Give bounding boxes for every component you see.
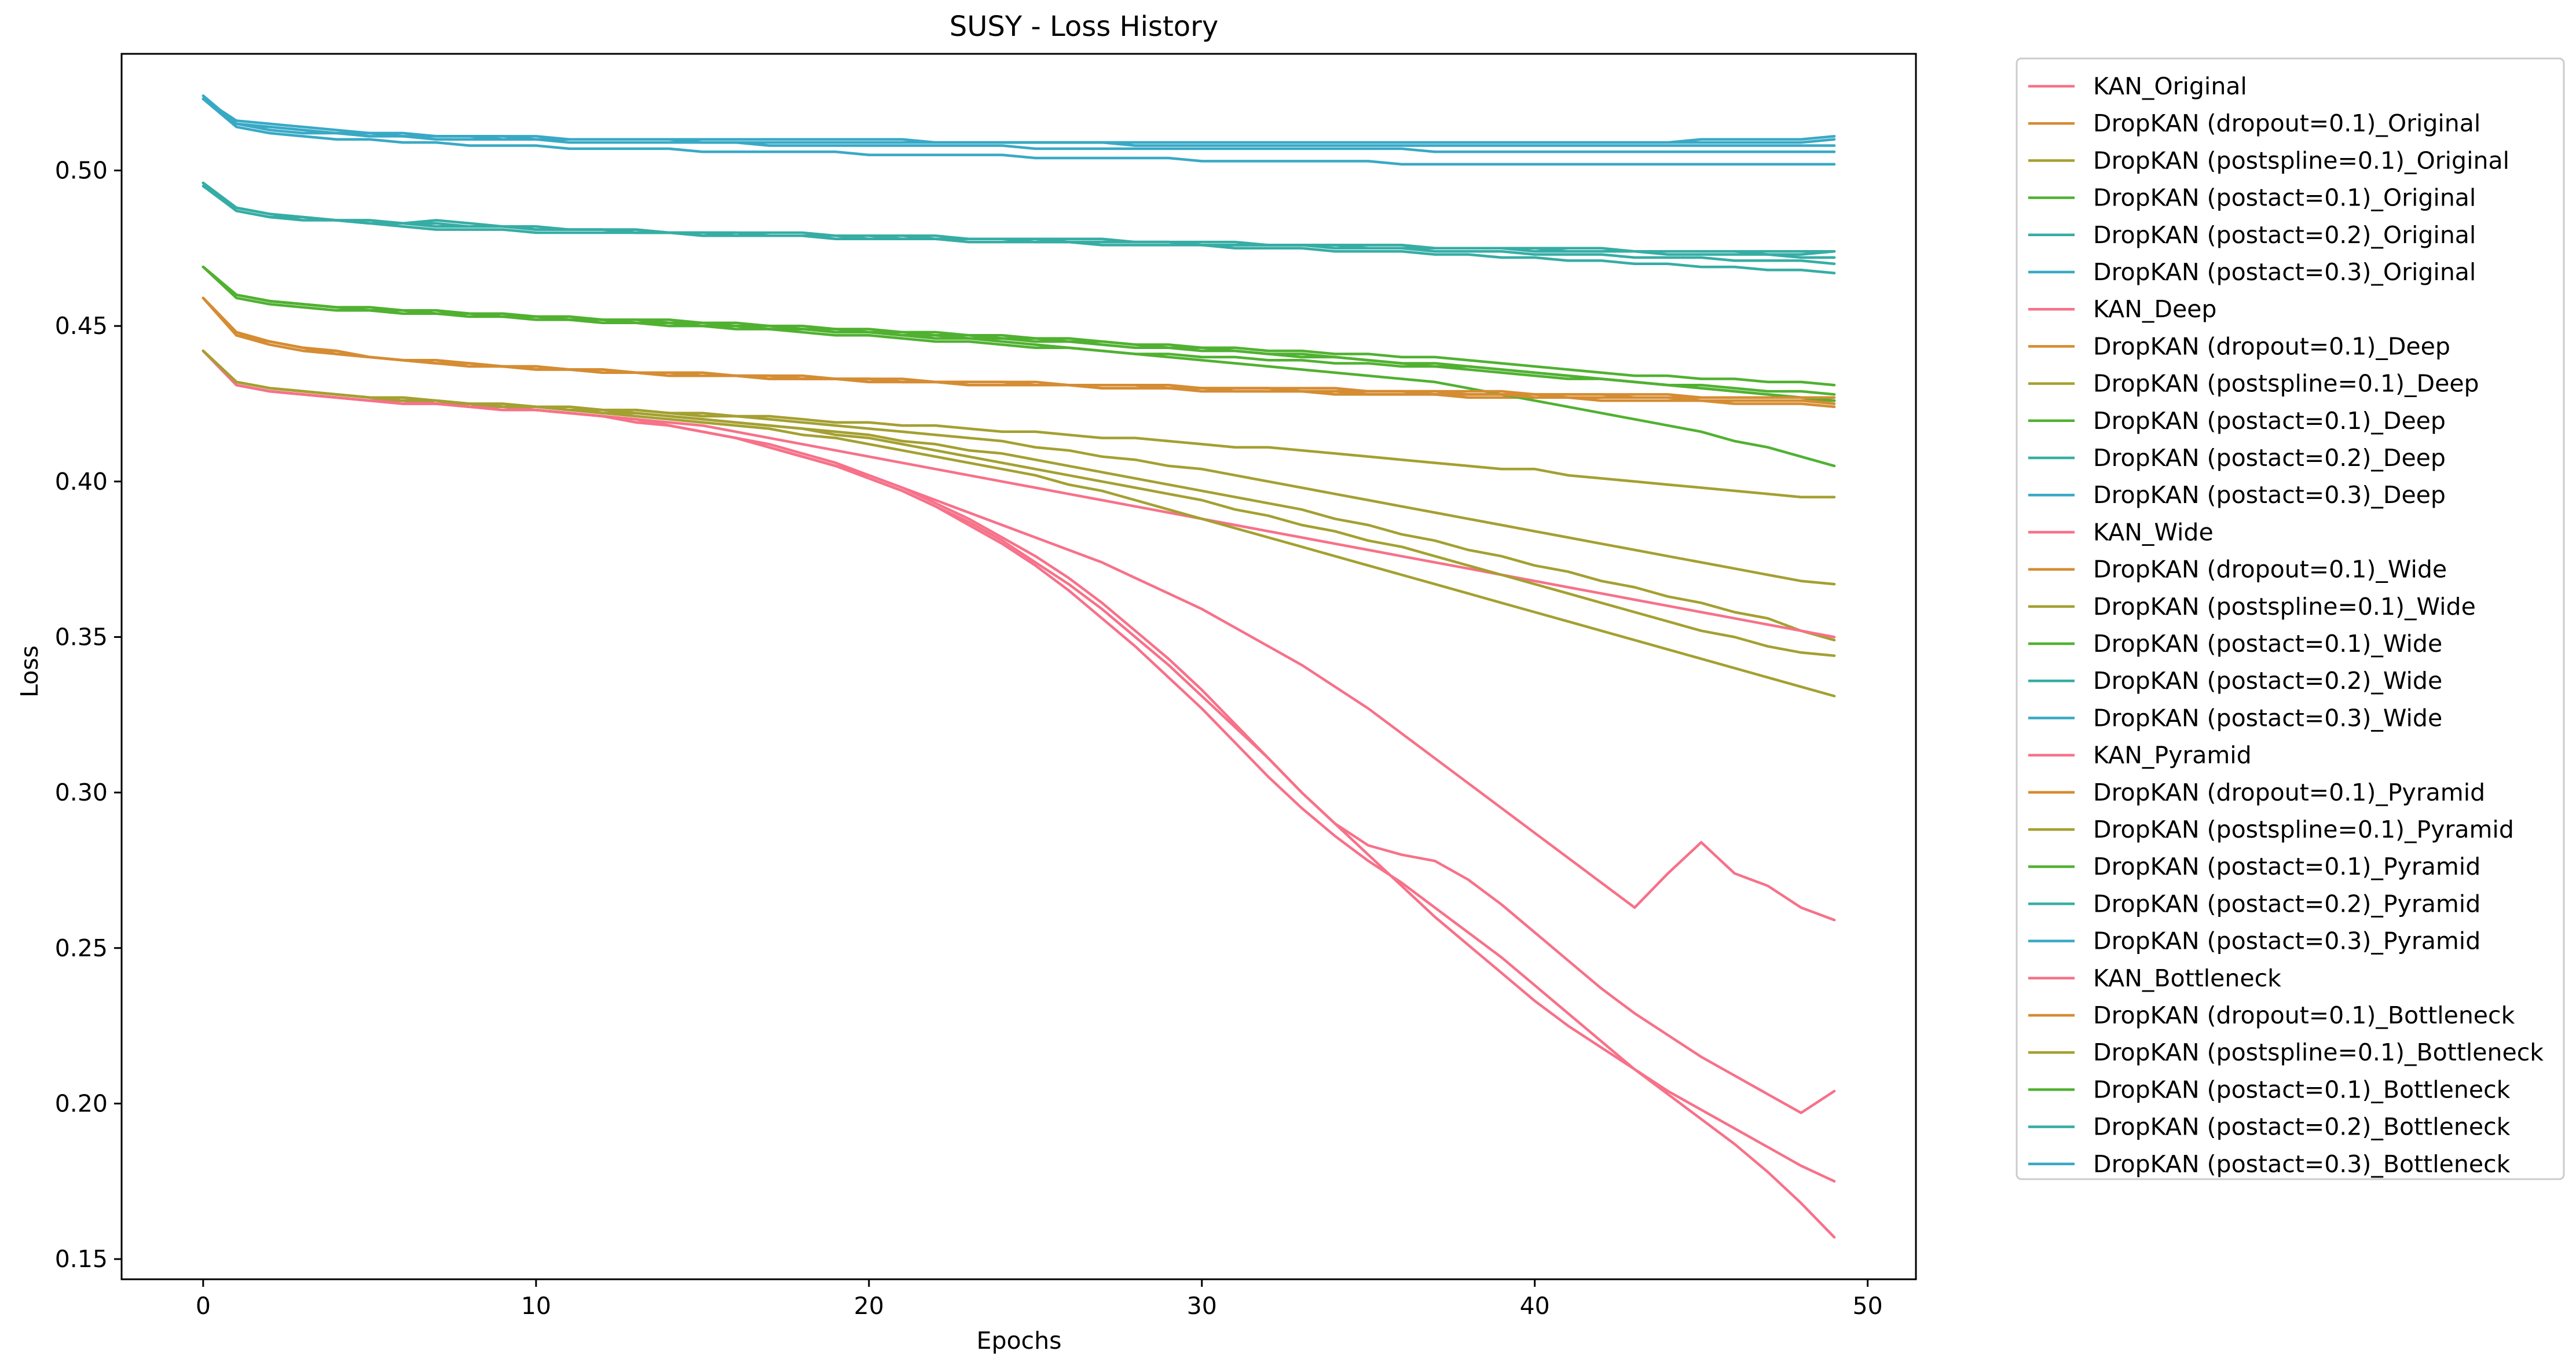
y-tick-label: 0.25: [55, 934, 108, 962]
legend-label: DropKAN (postspline=0.1)_Bottleneck: [2093, 1038, 2544, 1066]
legend-label: KAN_Wide: [2093, 518, 2214, 546]
x-tick-label: 0: [196, 1292, 211, 1320]
plot-lines: [201, 94, 1836, 1239]
legend-label: DropKAN (postact=0.2)_Wide: [2093, 667, 2442, 695]
series-line-18: [201, 97, 1836, 153]
legend-label: DropKAN (postact=0.3)_Wide: [2093, 704, 2442, 732]
legend-label: DropKAN (postact=0.1)_Original: [2093, 184, 2476, 212]
y-tick-label: 0.45: [55, 312, 108, 340]
legend-label: DropKAN (postact=0.1)_Pyramid: [2093, 853, 2480, 880]
legend-label: DropKAN (postspline=0.1)_Pyramid: [2093, 816, 2514, 843]
x-tick-label: 40: [1520, 1292, 1550, 1320]
legend-label: DropKAN (postact=0.2)_Pyramid: [2093, 890, 2480, 917]
y-tick-label: 0.35: [55, 623, 108, 651]
legend-label: DropKAN (postact=0.3)_Deep: [2093, 481, 2446, 509]
series-line-26: [201, 296, 1836, 399]
x-axis-label: Epochs: [977, 1327, 1062, 1355]
y-tick-label: 0.50: [55, 156, 108, 184]
legend-label: KAN_Pyramid: [2093, 742, 2252, 769]
series-line-30: [201, 94, 1836, 144]
series-line-10: [201, 265, 1836, 402]
legend-label: DropKAN (postact=0.2)_Original: [2093, 221, 2476, 249]
y-axis-label: Loss: [16, 645, 43, 698]
legend-label: DropKAN (dropout=0.1)_Bottleneck: [2093, 1001, 2515, 1029]
legend-label: KAN_Original: [2093, 72, 2247, 100]
series-line-29: [201, 181, 1836, 253]
legend: KAN_Original DropKAN (dropout=0.1)_Origin…: [2016, 57, 2565, 1180]
legend-frame: [2016, 57, 2565, 1180]
x-tick-label: 20: [854, 1292, 884, 1320]
series-line-6: [201, 97, 1836, 166]
legend-label: DropKAN (postact=0.1)_Deep: [2093, 407, 2446, 435]
y-tick-label: 0.20: [55, 1089, 108, 1117]
series-line-28: [201, 265, 1836, 396]
y-axis: 0.15 0.20 0.25 0.30 0.35 0.40 0.45 0.50: [55, 156, 122, 1273]
legend-label: DropKAN (dropout=0.1)_Wide: [2093, 556, 2447, 583]
legend-label: KAN_Deep: [2093, 295, 2216, 323]
y-tick-label: 0.40: [55, 468, 108, 496]
x-tick-label: 50: [1853, 1292, 1883, 1320]
legend-label: DropKAN (postspline=0.1)_Deep: [2093, 370, 2479, 398]
legend-label: DropKAN (postact=0.3)_Original: [2093, 258, 2476, 286]
legend-label: DropKAN (postspline=0.1)_Original: [2093, 146, 2509, 174]
legend-label: DropKAN (postspline=0.1)_Wide: [2093, 593, 2476, 621]
legend-label: DropKAN (postact=0.3)_Bottleneck: [2093, 1150, 2511, 1178]
chart-title: SUSY - Loss History: [950, 10, 1219, 43]
plot-area-frame: [120, 53, 1917, 1280]
legend-label: DropKAN (postact=0.2)_Deep: [2093, 444, 2446, 472]
legend-label: DropKAN (dropout=0.1)_Deep: [2093, 332, 2450, 360]
y-tick-label: 0.30: [55, 779, 108, 806]
series-line-27: [201, 349, 1836, 586]
x-tick-label: 30: [1187, 1292, 1217, 1320]
legend-label: DropKAN (postact=0.3)_Pyramid: [2093, 927, 2480, 955]
legend-label: DropKAN (postact=0.1)_Bottleneck: [2093, 1076, 2511, 1103]
legend-label: DropKAN (dropout=0.1)_Pyramid: [2093, 779, 2485, 806]
y-tick-label: 0.15: [55, 1245, 108, 1273]
legend-label: DropKAN (postact=0.2)_Bottleneck: [2093, 1113, 2511, 1141]
legend-items: KAN_Original DropKAN (dropout=0.1)_Origin…: [2028, 72, 2544, 1178]
x-axis: 0 10 20 30 40 50: [196, 1279, 1883, 1320]
legend-label: KAN_Bottleneck: [2093, 964, 2281, 992]
x-tick-label: 10: [521, 1292, 551, 1320]
series-line-25: [201, 349, 1836, 1239]
legend-label: DropKAN (dropout=0.1)_Original: [2093, 109, 2480, 137]
legend-label: DropKAN (postact=0.1)_Wide: [2093, 630, 2442, 658]
